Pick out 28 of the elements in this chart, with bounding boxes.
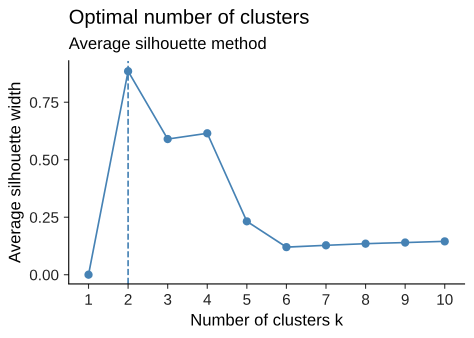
x-tick-label: 9	[402, 294, 409, 305]
x-tick-label: 6	[282, 294, 290, 305]
point	[322, 241, 330, 250]
x-tick-label: 8	[362, 294, 370, 305]
point	[84, 270, 93, 279]
point	[361, 240, 370, 248]
point	[164, 134, 172, 144]
y-axis-title: Average silhouette width	[8, 82, 24, 263]
x-tick-label: 7	[322, 294, 330, 305]
point	[440, 237, 449, 246]
point	[242, 217, 252, 226]
x-tick-label: 4	[203, 294, 212, 305]
y-tick-label: 0.75	[30, 97, 58, 108]
point	[203, 129, 212, 138]
chart-title: Optimal number of clusters	[70, 9, 309, 28]
chart-subtitle: Average silhouette method	[68, 36, 266, 52]
x-tick-label: 3	[164, 294, 172, 305]
x-tick-label: 10	[437, 294, 453, 305]
point	[282, 242, 291, 252]
point	[124, 67, 132, 76]
point	[400, 238, 410, 247]
y-tick-label: 0.25	[30, 212, 58, 223]
x-tick-label: 2	[124, 294, 132, 305]
y-tick-label: 0.50	[30, 154, 58, 166]
x-tick-label: 1	[85, 294, 92, 305]
y-tick-label: 0.00	[30, 270, 58, 280]
x-tick-label: 5	[243, 294, 250, 305]
x-axis-title: Number of clusters k	[192, 313, 344, 326]
